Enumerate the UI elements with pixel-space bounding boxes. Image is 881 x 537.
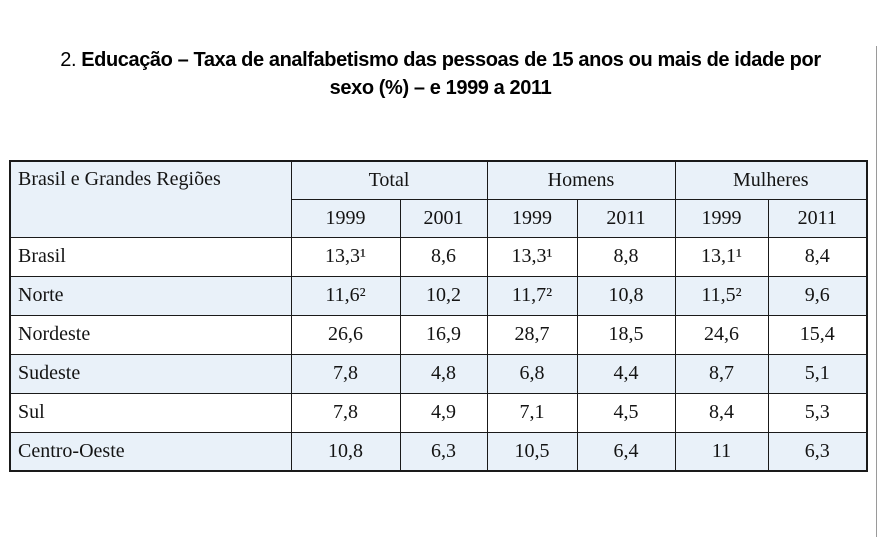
table-row-nordeste: Nordeste 26,6 16,9 28,7 18,5 24,6 15,4: [9, 314, 868, 355]
value-cell: 4,5: [576, 392, 676, 433]
table-row-brasil: Brasil 13,3¹ 8,6 13,3¹ 8,8 13,1¹ 8,4: [9, 236, 868, 277]
value-cell: 11,7²: [486, 275, 578, 316]
value-cell: 16,9: [399, 314, 488, 355]
header-year: 1999: [290, 198, 401, 238]
header-group-homens: Homens: [486, 160, 676, 200]
value-cell: 5,1: [767, 353, 868, 394]
header-year: 1999: [674, 198, 769, 238]
value-cell: 8,7: [674, 353, 769, 394]
header-region: Brasil e Grandes Regiões: [9, 160, 292, 238]
value-cell: 6,4: [576, 431, 676, 472]
value-cell: 4,8: [399, 353, 488, 394]
value-cell: 6,3: [399, 431, 488, 472]
value-cell: 10,8: [290, 431, 401, 472]
value-cell: 10,5: [486, 431, 578, 472]
value-cell: 11,6²: [290, 275, 401, 316]
region-cell: Norte: [9, 275, 292, 316]
header-group-row: Brasil e Grandes Regiões Total Homens Mu…: [9, 160, 868, 238]
header-year: 2011: [576, 198, 676, 238]
document-page: { "page": { "background": "#ffffff", "ed…: [0, 46, 881, 537]
section-title-text: Educação – Taxa de analfabetismo das pes…: [81, 49, 821, 71]
value-cell: 28,7: [486, 314, 578, 355]
value-cell: 8,4: [674, 392, 769, 433]
section-title: 2. Educação – Taxa de analfabetismo das p…: [0, 46, 881, 102]
table-row-sul: Sul 7,8 4,9 7,1 4,5 8,4 5,3: [9, 392, 868, 433]
value-cell: 6,3: [767, 431, 868, 472]
header-year: 2011: [767, 198, 868, 238]
header-group-total: Total: [290, 160, 488, 200]
value-cell: 11: [674, 431, 769, 472]
value-cell: 11,5²: [674, 275, 769, 316]
region-cell: Nordeste: [9, 314, 292, 355]
value-cell: 6,8: [486, 353, 578, 394]
value-cell: 13,3¹: [290, 236, 401, 277]
table-row-centro-oeste: Centro-Oeste 10,8 6,3 10,5 6,4 11 6,3: [9, 431, 868, 472]
illiteracy-rate-table: Brasil e Grandes Regiões Total Homens Mu…: [9, 160, 869, 472]
table-row-sudeste: Sudeste 7,8 4,8 6,8 4,4 8,7 5,1: [9, 353, 868, 394]
value-cell: 10,2: [399, 275, 488, 316]
table-row-norte: Norte 11,6² 10,2 11,7² 10,8 11,5² 9,6: [9, 275, 868, 316]
section-number: 2.: [60, 49, 77, 71]
header-year: 2001: [399, 198, 488, 238]
value-cell: 7,8: [290, 392, 401, 433]
value-cell: 15,4: [767, 314, 868, 355]
region-cell: Centro-Oeste: [9, 431, 292, 472]
value-cell: 8,8: [576, 236, 676, 277]
value-cell: 24,6: [674, 314, 769, 355]
page-edge-line: [876, 46, 877, 537]
header-year-row: 1999 2001 1999 2011 1999 2011: [10, 198, 868, 238]
value-cell: 7,8: [290, 353, 401, 394]
value-cell: 4,4: [576, 353, 676, 394]
value-cell: 10,8: [576, 275, 676, 316]
value-cell: 5,3: [767, 392, 868, 433]
value-cell: 9,6: [767, 275, 868, 316]
value-cell: 8,6: [399, 236, 488, 277]
value-cell: 13,3¹: [486, 236, 578, 277]
header-year: 1999: [486, 198, 578, 238]
value-cell: 7,1: [486, 392, 578, 433]
table-container: Brasil e Grandes Regiões Total Homens Mu…: [9, 160, 881, 472]
value-cell: 18,5: [576, 314, 676, 355]
section-title-line2: sexo (%) – e 1999 a 2011: [329, 77, 552, 99]
value-cell: 4,9: [399, 392, 488, 433]
section-title-line1: 2. Educação – Taxa de analfabetismo das p…: [0, 46, 881, 74]
region-cell: Sul: [9, 392, 292, 433]
value-cell: 8,4: [767, 236, 868, 277]
value-cell: 26,6: [290, 314, 401, 355]
region-cell: Brasil: [9, 236, 292, 277]
region-cell: Sudeste: [9, 353, 292, 394]
header-group-mulheres: Mulheres: [674, 160, 868, 200]
value-cell: 13,1¹: [674, 236, 769, 277]
